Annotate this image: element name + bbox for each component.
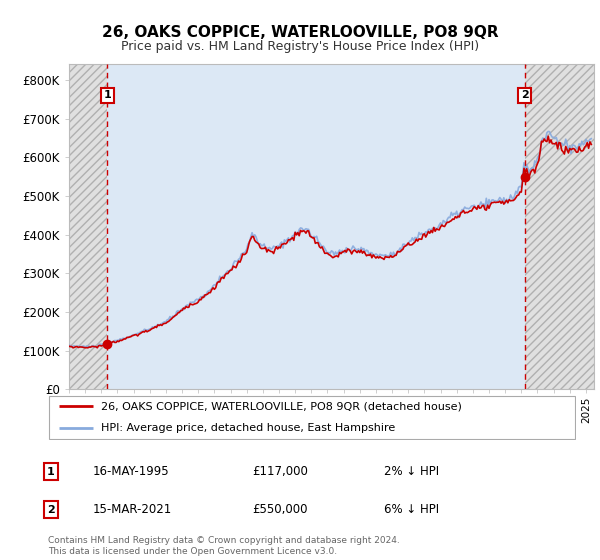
Text: 26, OAKS COPPICE, WATERLOOVILLE, PO8 9QR: 26, OAKS COPPICE, WATERLOOVILLE, PO8 9QR	[101, 25, 499, 40]
Text: 2: 2	[521, 90, 529, 100]
Text: 1: 1	[103, 90, 111, 100]
Text: 6% ↓ HPI: 6% ↓ HPI	[384, 503, 439, 516]
Text: 26, OAKS COPPICE, WATERLOOVILLE, PO8 9QR (detached house): 26, OAKS COPPICE, WATERLOOVILLE, PO8 9QR…	[101, 402, 461, 412]
Text: 15-MAR-2021: 15-MAR-2021	[93, 503, 172, 516]
Text: £117,000: £117,000	[252, 465, 308, 478]
Bar	[69, 64, 107, 389]
Text: 1: 1	[47, 466, 55, 477]
Text: 2: 2	[47, 505, 55, 515]
Text: £550,000: £550,000	[252, 503, 308, 516]
Text: Price paid vs. HM Land Registry's House Price Index (HPI): Price paid vs. HM Land Registry's House …	[121, 40, 479, 53]
Bar	[107, 64, 524, 389]
FancyBboxPatch shape	[49, 396, 575, 438]
Bar	[524, 64, 594, 389]
Text: 16-MAY-1995: 16-MAY-1995	[93, 465, 170, 478]
Text: HPI: Average price, detached house, East Hampshire: HPI: Average price, detached house, East…	[101, 423, 395, 433]
Text: Contains HM Land Registry data © Crown copyright and database right 2024.
This d: Contains HM Land Registry data © Crown c…	[48, 536, 400, 556]
Text: 2% ↓ HPI: 2% ↓ HPI	[384, 465, 439, 478]
